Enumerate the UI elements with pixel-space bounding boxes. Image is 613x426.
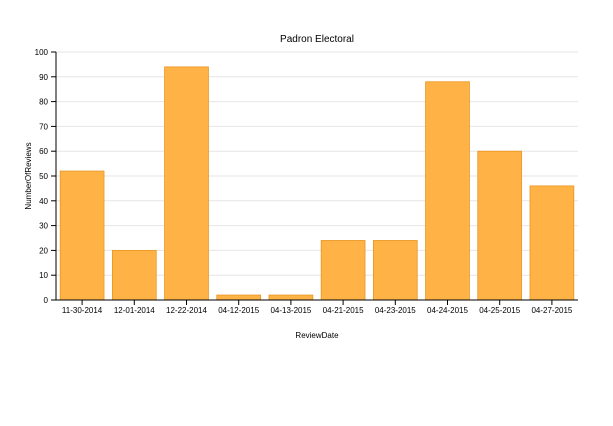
x-tick-label: 04-24-2015	[427, 306, 468, 315]
x-tick-label: 12-22-2014	[166, 306, 207, 315]
bar-04-13-2015	[268, 294, 314, 301]
y-tick-label: 20	[39, 246, 48, 255]
bar-11-30-2014	[59, 170, 105, 301]
x-tick-label: 04-13-2015	[270, 306, 311, 315]
y-tick-label: 60	[39, 147, 48, 156]
y-axis-ticks: 0 10 20 30 40 50 60 70 80 90 100	[35, 48, 56, 305]
bar-04-21-2015	[320, 240, 366, 301]
x-tick-label: 04-23-2015	[375, 306, 416, 315]
bar-12-22-2014	[164, 66, 209, 301]
y-tick-label: 80	[39, 98, 48, 107]
bar-12-01-2014	[111, 249, 157, 301]
y-tick-label: 50	[39, 172, 48, 181]
y-tick-label: 70	[39, 122, 48, 131]
y-tick-label: 30	[39, 222, 48, 231]
bar-04-25-2015	[477, 150, 523, 301]
y-tick-label: 0	[44, 296, 49, 305]
x-tick-label: 04-27-2015	[531, 306, 572, 315]
y-tick-label: 90	[39, 73, 48, 82]
x-tick-label: 04-12-2015	[218, 306, 259, 315]
x-tick-label: 11-30-2014	[62, 306, 103, 315]
chart-title: Padron Electoral	[280, 34, 354, 45]
bar-04-27-2015	[529, 185, 575, 301]
y-tick-label: 40	[39, 197, 48, 206]
bar-04-12-2015	[216, 294, 262, 301]
x-tick-label: 12-01-2014	[114, 306, 155, 315]
x-tick-label: 04-21-2015	[323, 306, 364, 315]
y-tick-label: 100	[35, 48, 49, 57]
x-axis-title: ReviewDate	[295, 331, 339, 340]
x-tick-label: 04-25-2015	[479, 306, 520, 315]
y-tick-label: 10	[39, 271, 48, 280]
x-axis-ticks: 11-30-2014 12-01-2014 12-22-2014 04-12-2015…	[62, 300, 573, 315]
bar-04-23-2015	[372, 240, 418, 301]
y-axis-title: NumberOfReviews	[24, 142, 33, 209]
bar-04-24-2015	[425, 81, 470, 301]
